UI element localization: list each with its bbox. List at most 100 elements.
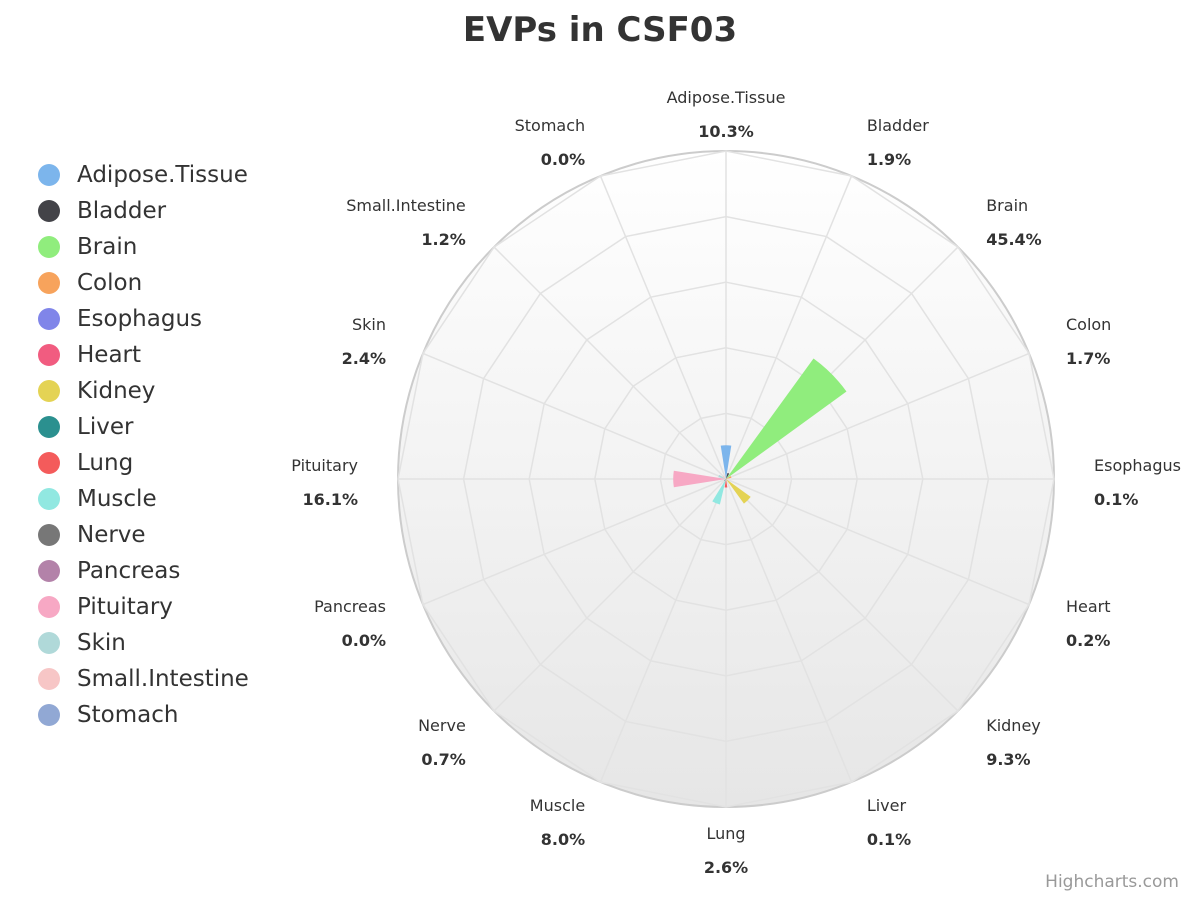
legend: Adipose.Tissue Bladder Brain Colon Esophagus… <box>38 157 249 733</box>
credits-link[interactable]: Highcharts.com <box>1045 872 1179 892</box>
chart-title: EVPs in CSF03 <box>462 10 738 50</box>
legend-label: Small.Intestine <box>77 666 249 692</box>
value-label-liver: 0.1% <box>867 830 911 849</box>
value-label-pancreas: 0.0% <box>342 631 386 650</box>
legend-label: Pancreas <box>77 558 181 584</box>
legend-item-adipose-tissue[interactable]: Adipose.Tissue <box>38 157 249 193</box>
legend-label: Skin <box>77 630 126 656</box>
legend-marker <box>38 632 60 654</box>
grid-spoke <box>725 478 853 783</box>
value-label-esophagus: 0.1% <box>1094 490 1138 509</box>
grid-spoke <box>422 478 727 606</box>
axis-labels: Adipose.Tissue 10.3% Bladder 1.9% Brain 45.4%… <box>291 88 1181 877</box>
axis-label-nerve: Nerve <box>418 716 466 735</box>
legend-marker <box>38 524 60 546</box>
axis-label-pituitary: Pituitary <box>291 456 358 475</box>
axis-label-lung: Lung <box>706 824 745 843</box>
value-label-muscle: 8.0% <box>541 830 585 849</box>
value-label-bladder: 1.9% <box>867 150 911 169</box>
grid-spoke <box>599 478 727 783</box>
legend-label: Heart <box>77 342 142 368</box>
bar-adipose-tissue[interactable] <box>720 445 732 479</box>
legend-item-liver[interactable]: Liver <box>38 409 249 445</box>
legend-marker <box>38 200 60 222</box>
legend-label: Pituitary <box>77 594 173 620</box>
value-label-pituitary: 16.1% <box>302 490 358 509</box>
axis-label-pancreas: Pancreas <box>314 597 386 616</box>
legend-label: Muscle <box>77 486 157 512</box>
axis-label-colon: Colon <box>1066 315 1111 334</box>
legend-item-pancreas[interactable]: Pancreas <box>38 553 249 589</box>
bar-lung[interactable] <box>724 479 728 488</box>
axis-label-stomach: Stomach <box>515 116 586 135</box>
legend-label: Esophagus <box>77 306 203 332</box>
legend-item-bladder[interactable]: Bladder <box>38 193 249 229</box>
grid-spoke <box>725 478 959 712</box>
legend-label: Lung <box>77 450 134 476</box>
legend-marker <box>38 704 60 726</box>
legend-marker <box>38 236 60 258</box>
value-label-skin: 2.4% <box>342 349 386 368</box>
axis-label-muscle: Muscle <box>530 796 585 815</box>
value-label-kidney: 9.3% <box>986 750 1030 769</box>
legend-marker <box>38 272 60 294</box>
legend-item-nerve[interactable]: Nerve <box>38 517 249 553</box>
bar-bladder[interactable] <box>726 472 730 479</box>
grid-spoke <box>493 246 727 480</box>
value-label-colon: 1.7% <box>1066 349 1110 368</box>
axis-label-brain: Brain <box>986 196 1028 215</box>
bar-colon[interactable] <box>726 476 732 479</box>
legend-marker <box>38 596 60 618</box>
legend-item-skin[interactable]: Skin <box>38 625 249 661</box>
legend-marker <box>38 380 60 402</box>
bar-brain[interactable] <box>726 358 847 479</box>
legend-marker <box>38 416 60 438</box>
legend-marker <box>38 668 60 690</box>
grid-spoke <box>599 175 727 480</box>
axis-label-bladder: Bladder <box>867 116 929 135</box>
bar-nerve[interactable] <box>724 479 726 481</box>
axis-label-small-intestine: Small.Intestine <box>346 196 466 215</box>
legend-label: Stomach <box>77 702 179 728</box>
legend-label: Bladder <box>77 198 167 224</box>
bar-muscle[interactable] <box>712 479 726 505</box>
legend-marker <box>38 344 60 366</box>
legend-item-pituitary[interactable]: Pituitary <box>38 589 249 625</box>
legend-item-heart[interactable]: Heart <box>38 337 249 373</box>
legend-marker <box>38 560 60 582</box>
value-label-stomach: 0.0% <box>541 150 585 169</box>
grid-spoke <box>725 175 853 480</box>
legend-item-kidney[interactable]: Kidney <box>38 373 249 409</box>
grid-spoke <box>422 352 727 480</box>
legend-marker <box>38 452 60 474</box>
legend-item-muscle[interactable]: Muscle <box>38 481 249 517</box>
bars <box>673 358 847 505</box>
legend-item-small-intestine[interactable]: Small.Intestine <box>38 661 249 697</box>
axis-label-esophagus: Esophagus <box>1094 456 1181 475</box>
legend-marker <box>38 308 60 330</box>
legend-item-lung[interactable]: Lung <box>38 445 249 481</box>
grid-spoke <box>725 352 1030 480</box>
legend-item-colon[interactable]: Colon <box>38 265 249 301</box>
axis-label-kidney: Kidney <box>986 716 1041 735</box>
value-label-adipose-tissue: 10.3% <box>698 122 754 141</box>
grid-spoke <box>493 478 727 712</box>
bar-skin[interactable] <box>718 474 726 479</box>
legend-item-brain[interactable]: Brain <box>38 229 249 265</box>
value-label-nerve: 0.7% <box>421 750 465 769</box>
legend-item-stomach[interactable]: Stomach <box>38 697 249 733</box>
axis-label-liver: Liver <box>867 796 907 815</box>
value-label-brain: 45.4% <box>986 230 1042 249</box>
value-label-heart: 0.2% <box>1066 631 1110 650</box>
legend-marker <box>38 488 60 510</box>
value-label-lung: 2.6% <box>704 858 748 877</box>
legend-label: Kidney <box>77 378 156 404</box>
bar-kidney[interactable] <box>726 479 751 504</box>
axis-label-skin: Skin <box>352 315 386 334</box>
bar-pituitary[interactable] <box>673 470 726 488</box>
legend-item-esophagus[interactable]: Esophagus <box>38 301 249 337</box>
bar-small-intestine[interactable] <box>722 475 726 479</box>
grid-lines <box>397 150 1055 808</box>
legend-label: Adipose.Tissue <box>77 162 248 188</box>
